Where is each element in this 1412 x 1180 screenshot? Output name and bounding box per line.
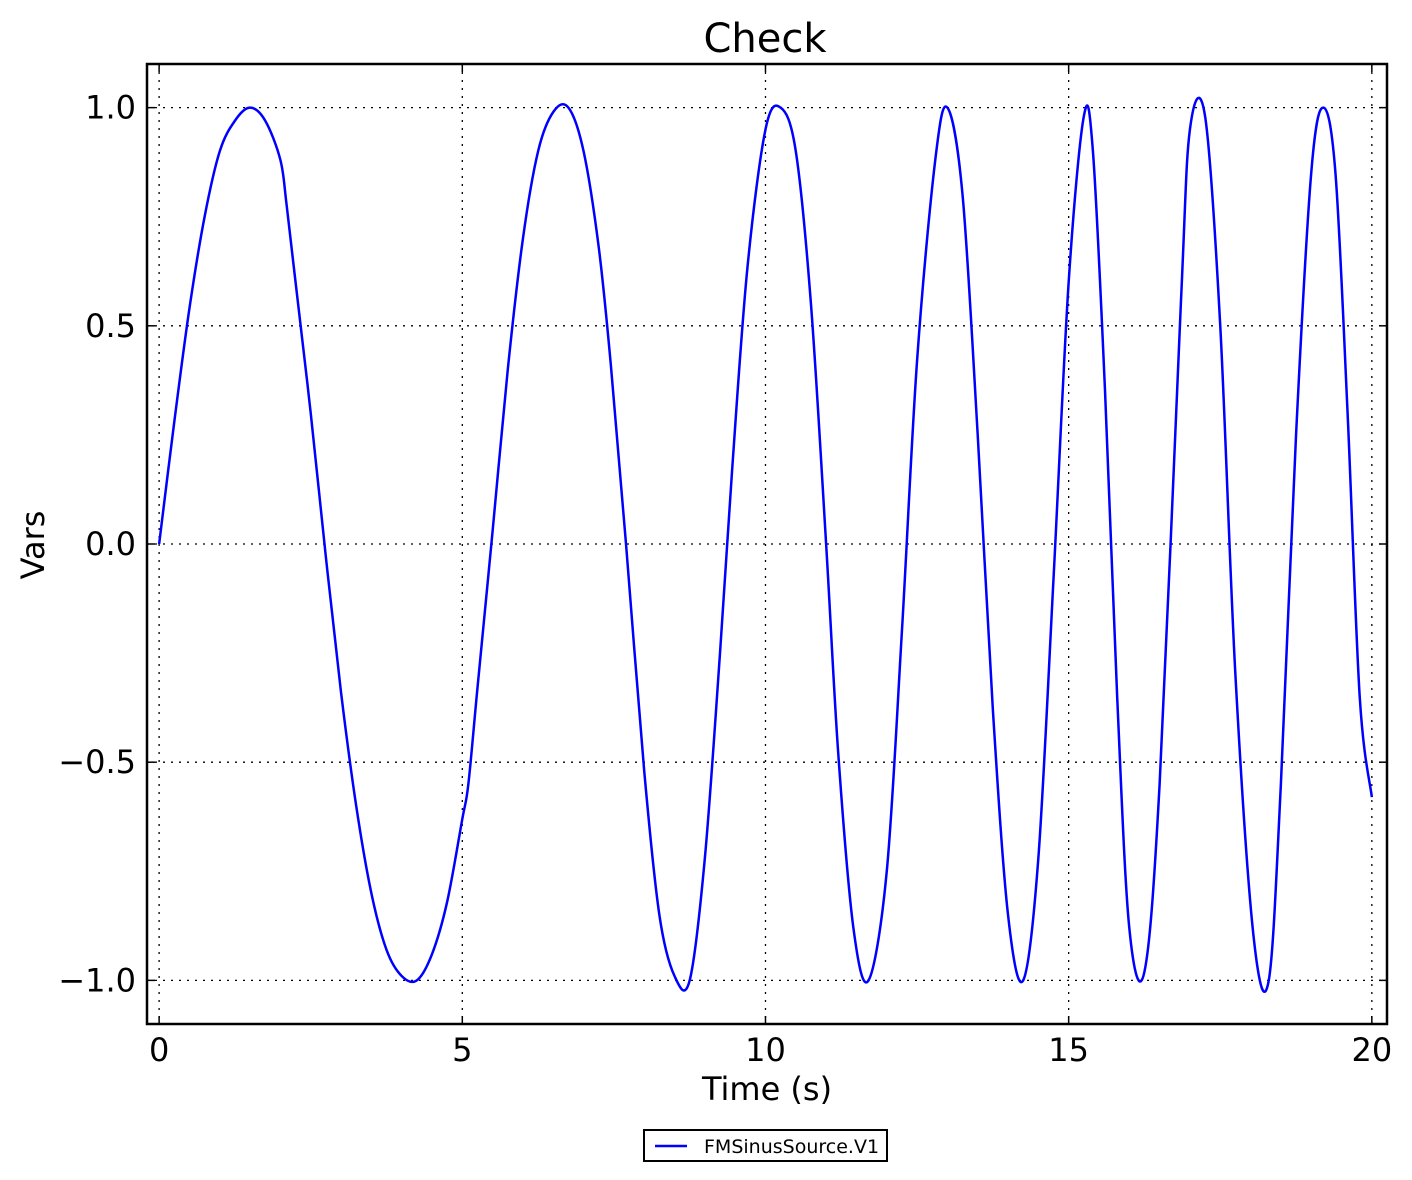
chart-title: Check bbox=[703, 16, 827, 62]
series-layer bbox=[157, 96, 1374, 994]
legend-label: FMSinusSource.V1 bbox=[704, 1136, 879, 1158]
y-tick-label: 1.0 bbox=[85, 89, 136, 127]
y-tick-label: 0.5 bbox=[85, 307, 136, 345]
y-tick-label: 0.0 bbox=[85, 525, 136, 563]
x-axis-label: Time (s) bbox=[701, 1070, 832, 1108]
y-axis-label: Vars bbox=[14, 511, 52, 580]
y-tick-label: −1.0 bbox=[58, 961, 136, 999]
x-tick-label: 5 bbox=[452, 1031, 472, 1069]
x-tick-label: 10 bbox=[745, 1031, 786, 1069]
x-tick-label: 0 bbox=[149, 1031, 169, 1069]
x-tick-label: 20 bbox=[1351, 1031, 1392, 1069]
x-tick-label: 15 bbox=[1048, 1031, 1089, 1069]
y-tick-label: −0.5 bbox=[58, 743, 136, 781]
axis-ticks: 0 5 10 15 20 −1.0 −0.5 0.0 0.5 1.0 bbox=[58, 64, 1392, 1069]
legend: FMSinusSource.V1 bbox=[643, 1129, 888, 1162]
series-line-0 bbox=[157, 96, 1374, 994]
grid-lines bbox=[147, 64, 1387, 1024]
